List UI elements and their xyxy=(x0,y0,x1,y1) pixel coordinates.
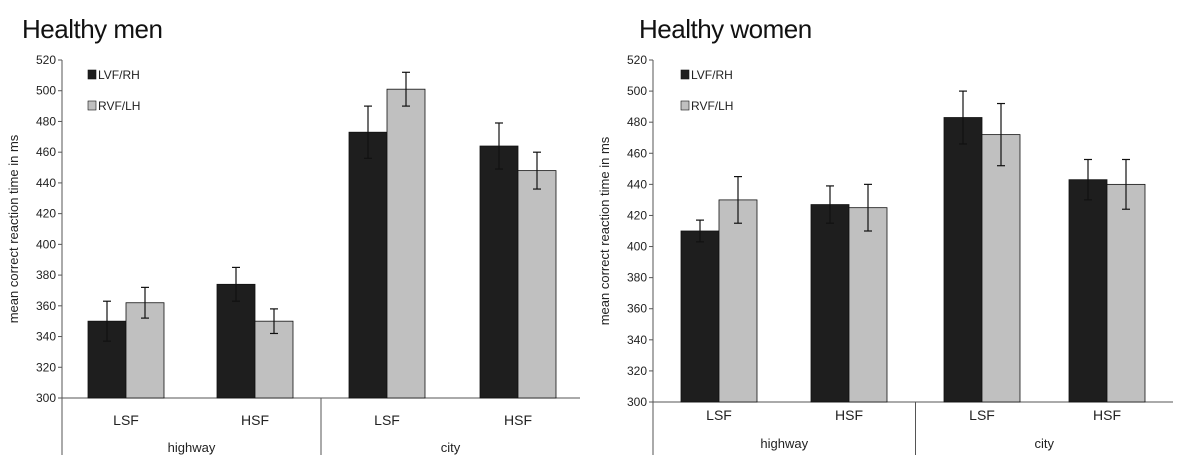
y-tick-label: 420 xyxy=(627,208,647,222)
y-tick-label: 520 xyxy=(36,53,56,67)
bar-lvf-rh xyxy=(810,204,850,403)
y-tick-label: 360 xyxy=(627,302,647,316)
y-tick-label: 340 xyxy=(627,333,647,347)
bar-rvf-lh xyxy=(981,134,1021,403)
bar-rvf-lh xyxy=(718,199,758,403)
bar-lvf-rh xyxy=(1068,179,1108,403)
x-tick-label: LSF xyxy=(706,407,732,423)
legend-label: RVF/LH xyxy=(98,99,140,113)
group-label: highway xyxy=(168,440,216,455)
chart-title: Healthy women xyxy=(639,14,812,44)
y-tick-label: 400 xyxy=(36,237,56,251)
chart-healthy-women: Healthy women 300 320 340 360 380 400 420 440 46… xyxy=(589,0,1178,457)
x-tick-label: HSF xyxy=(1093,407,1121,423)
y-tick-label: 320 xyxy=(627,364,647,378)
group-label: city xyxy=(1035,436,1055,451)
y-tick-label: 300 xyxy=(627,395,647,409)
legend-swatch xyxy=(680,100,690,111)
y-tick-label: 360 xyxy=(36,299,56,313)
bar-lvf-rh xyxy=(216,283,256,399)
chart-healthy-men: Healthy men 300 320 340 360 380 400 420 440 460 4… xyxy=(6,14,580,455)
x-tick-label: LSF xyxy=(113,412,139,428)
bar-rvf-lh xyxy=(1106,183,1146,403)
legend-label: LVF/RH xyxy=(98,68,140,82)
y-tick-label: 500 xyxy=(36,84,56,98)
bar-lvf-rh xyxy=(943,117,983,403)
legend-label: RVF/LH xyxy=(691,99,733,113)
y-tick-label: 520 xyxy=(627,53,647,67)
y-tick-label: 320 xyxy=(36,360,56,374)
y-axis-label: mean correct reaction time in ms xyxy=(6,134,21,323)
y-tick-label: 380 xyxy=(627,271,647,285)
y-tick-label: 460 xyxy=(627,146,647,160)
bar-lvf-rh xyxy=(479,145,519,399)
bar-rvf-lh xyxy=(517,170,557,399)
y-tick-label: 480 xyxy=(627,115,647,129)
chart-title: Healthy men xyxy=(22,14,163,44)
y-tick-label: 380 xyxy=(36,268,56,282)
y-tick-label: 440 xyxy=(36,176,56,190)
group-label: city xyxy=(441,440,461,455)
y-tick-label: 420 xyxy=(36,207,56,221)
y-tick-label: 400 xyxy=(627,240,647,254)
x-tick-label: HSF xyxy=(835,407,863,423)
bar-rvf-lh xyxy=(386,88,426,399)
legend-swatch xyxy=(87,69,97,80)
legend-swatch xyxy=(680,69,690,80)
x-tick-label: LSF xyxy=(374,412,400,428)
y-tick-label: 300 xyxy=(36,391,56,405)
bar-lvf-rh xyxy=(680,230,720,403)
x-tick-label: HSF xyxy=(504,412,532,428)
y-tick-label: 440 xyxy=(627,177,647,191)
bar-chart-svg: 300 320 340 360 380 400 420 440 460 480 500 520 mean… xyxy=(6,53,580,455)
x-tick-label: LSF xyxy=(969,407,995,423)
y-axis-label: mean correct reaction time in ms xyxy=(597,136,612,325)
y-tick-label: 480 xyxy=(36,114,56,128)
bar-chart-svg: 300 320 340 360 380 400 420 440 460 480 500 520 mean… xyxy=(597,53,1173,455)
y-tick-label: 340 xyxy=(36,330,56,344)
legend-swatch xyxy=(87,100,97,111)
group-label: highway xyxy=(760,436,808,451)
bar-lvf-rh xyxy=(348,131,388,399)
y-tick-label: 460 xyxy=(36,145,56,159)
legend-label: LVF/RH xyxy=(691,68,733,82)
y-tick-label: 500 xyxy=(627,84,647,98)
bar-rvf-lh xyxy=(848,207,888,403)
x-tick-label: HSF xyxy=(241,412,269,428)
